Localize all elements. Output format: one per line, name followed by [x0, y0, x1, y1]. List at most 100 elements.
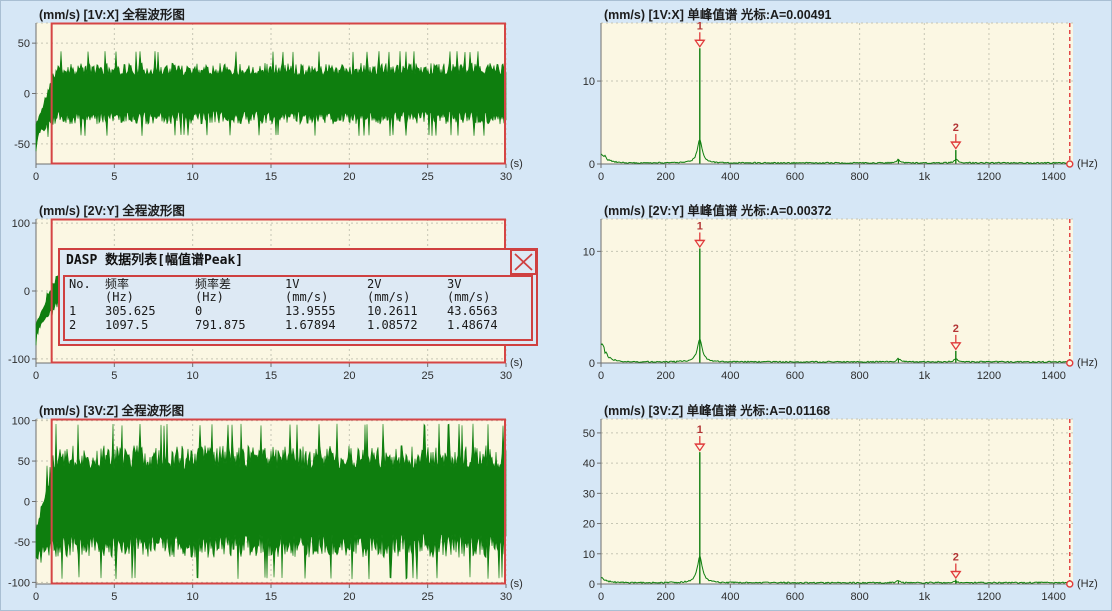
- panel-waveform-3vz: 0 5 10 15 20 25 30 100 50 0 -50 -100 (s) (mm/s) [3V:…: [1, 397, 549, 611]
- axis-label: 1k: [918, 370, 930, 382]
- cursor-handle[interactable]: [1066, 359, 1074, 367]
- axis-label: 1200: [977, 370, 1001, 382]
- axis-label: (s): [510, 357, 523, 369]
- axis-label: 10: [583, 549, 595, 561]
- peak-marker: 2: [950, 552, 962, 580]
- spectrum-chart-3vz[interactable]: 0 200 400 600 800 1k 1200 1400 50 40 30 20 10 0 (Hz) 1 2: [561, 397, 1112, 611]
- peak-number: 1: [697, 424, 703, 436]
- axis-label: 0: [598, 591, 604, 603]
- axis-label: 0: [24, 497, 30, 509]
- close-icon: [514, 253, 533, 271]
- axis-label: 10: [187, 370, 199, 382]
- peak-number: 1: [697, 20, 703, 32]
- spectrum-trace: [600, 554, 1074, 585]
- axis-label: 1k: [918, 591, 930, 603]
- dialog-title: DASP 数据列表[幅值谱Peak]: [66, 253, 244, 268]
- axis-label: 20: [343, 370, 355, 382]
- axis-label: 600: [786, 171, 804, 183]
- axis-label: 200: [656, 171, 674, 183]
- axis-label: (s): [510, 578, 523, 590]
- axis-label: 400: [721, 370, 739, 382]
- axis-label: 1400: [1041, 370, 1065, 382]
- spectrum-chart-1vx[interactable]: 0 200 400 600 800 1k 1200 1400 10 0 (Hz) 1 2: [561, 1, 1112, 196]
- col-no: No.: [69, 278, 91, 291]
- axis-label: 200: [656, 370, 674, 382]
- peak-number: 1: [697, 220, 703, 232]
- chart-title: (mm/s) [1V:X] 全程波形图: [39, 8, 185, 22]
- peak-marker: 1: [694, 220, 706, 249]
- cell: 2: [69, 318, 77, 332]
- axis-label: 0: [589, 159, 595, 171]
- selection-rect[interactable]: [50, 22, 507, 165]
- plot-area: [601, 219, 1073, 363]
- axis-label: 10: [187, 591, 199, 603]
- cell: 10.2611: [367, 304, 418, 318]
- cell: 13.9555: [285, 304, 336, 318]
- chart-title: (mm/s) [2V:Y] 全程波形图: [39, 204, 185, 218]
- axis-label: 50: [18, 38, 30, 50]
- spectrum-trace: [600, 138, 1074, 165]
- peak-number: 2: [953, 122, 959, 134]
- axis-label: 100: [12, 218, 30, 230]
- cell: 43.6563: [447, 304, 498, 318]
- axis-label: 0: [589, 358, 595, 370]
- axis-label: 0: [598, 370, 604, 382]
- axis-label: 0: [589, 579, 595, 591]
- axis-label: -50: [14, 537, 30, 549]
- axis-label: 50: [583, 428, 595, 440]
- waveform-chart-1vx[interactable]: 0 5 10 15 20 25 30 50 0 -50 (s): [1, 1, 549, 196]
- axis-label: (Hz): [1077, 578, 1098, 590]
- peak-marker: 2: [950, 323, 962, 351]
- cell: 0: [195, 304, 203, 318]
- col-2v: 2V (mm/s): [367, 278, 411, 304]
- axis-label: (Hz): [1077, 357, 1098, 369]
- axis-label: 30: [500, 370, 512, 382]
- cell: 1097.5: [105, 318, 149, 332]
- chart-title: (mm/s) [1V:X] 单峰值谱 光标:A=0.00491: [604, 8, 832, 22]
- col-frequency: 频率 (Hz): [105, 278, 134, 304]
- axis-label: (s): [510, 158, 523, 170]
- axis-label: 0: [24, 286, 30, 298]
- axis-label: 10: [187, 171, 199, 183]
- cell: 1: [69, 304, 77, 318]
- table-row[interactable]: 1 305.625 0 13.9555 10.2611 43.6563: [67, 304, 531, 318]
- axis-label: 5: [111, 591, 117, 603]
- chart-title: (mm/s) [3V:Z] 单峰值谱 光标:A=0.01168: [604, 404, 831, 418]
- axis-label: 15: [265, 171, 277, 183]
- axis-label: 600: [786, 591, 804, 603]
- spectrum-trace: [600, 337, 1074, 364]
- waveform-chart-3vz[interactable]: 0 5 10 15 20 25 30 100 50 0 -50 -100 (s): [1, 397, 549, 611]
- axis-label: 10: [583, 76, 595, 88]
- table-row[interactable]: 2 1097.5 791.875 1.67894 1.08572 1.48674: [67, 318, 531, 332]
- cursor-handle[interactable]: [1066, 580, 1074, 588]
- axis-label: 800: [850, 591, 868, 603]
- dasp-data-list-dialog: DASP 数据列表[幅值谱Peak] No. 频率 (Hz) 频率差 (Hz) 1V…: [58, 248, 538, 346]
- cell: 791.875: [195, 318, 246, 332]
- cursor-handle[interactable]: [1066, 160, 1074, 168]
- panel-waveform-1vx: 0 5 10 15 20 25 30 50 0 -50 (s) (mm/s) [1V:X] 全程波形…: [1, 1, 549, 196]
- dialog-table: No. 频率 (Hz) 频率差 (Hz) 1V (mm/s) 2V (mm/s) 3V(…: [63, 275, 533, 341]
- axis-label: 1200: [977, 591, 1001, 603]
- cell: 305.625: [105, 304, 156, 318]
- axis-label: 0: [33, 171, 39, 183]
- axis-label: 25: [422, 171, 434, 183]
- axis-label: 25: [422, 370, 434, 382]
- panel-spectrum-1vx: 0 200 400 600 800 1k 1200 1400 10 0 (Hz) 1 2 (mm/s) …: [561, 1, 1112, 196]
- axis-label: 1200: [977, 171, 1001, 183]
- dialog-titlebar[interactable]: DASP 数据列表[幅值谱Peak]: [60, 250, 536, 272]
- dialog-close-button[interactable]: [510, 249, 537, 275]
- col-3v: 3V (mm/s): [447, 278, 491, 304]
- cell: 1.67894: [285, 318, 336, 332]
- spectrum-chart-2vy[interactable]: 0 200 400 600 800 1k 1200 1400 10 0 (Hz) 1 2: [561, 197, 1112, 396]
- axis-label: 400: [721, 171, 739, 183]
- axis-label: 15: [265, 591, 277, 603]
- axis-label: 30: [583, 488, 595, 500]
- selection-rect[interactable]: [50, 418, 507, 585]
- axis-label: 10: [583, 246, 595, 258]
- axis-label: -50: [14, 139, 30, 151]
- panel-spectrum-3vz: 0 200 400 600 800 1k 1200 1400 50 40 30 20 10 0 (Hz) 1 2…: [561, 397, 1112, 611]
- chart-title: (mm/s) [2V:Y] 单峰值谱 光标:A=0.00372: [604, 204, 832, 218]
- plot-area: [601, 23, 1073, 164]
- axis-label: 0: [33, 591, 39, 603]
